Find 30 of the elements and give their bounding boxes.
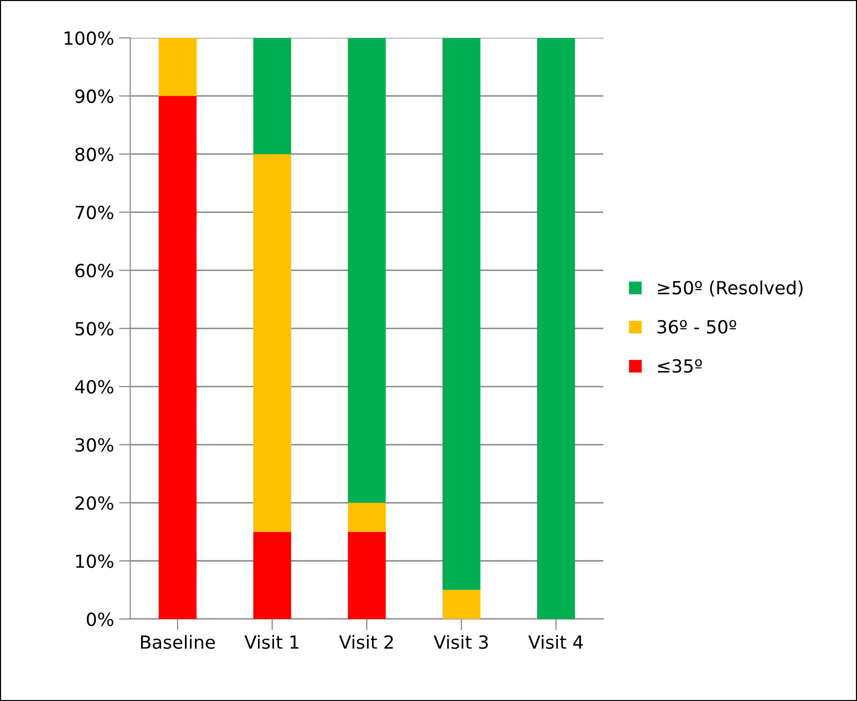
x-tick-label: Baseline — [141, 634, 215, 649]
x-tick-label: Visit 4 — [528, 634, 583, 649]
legend-label: ≥50º (Resolved) — [658, 280, 803, 297]
legend-label: 36º - 50º — [658, 320, 736, 334]
bar — [348, 38, 386, 503]
bar — [348, 532, 386, 619]
x-tick-label: Visit 1 — [244, 634, 298, 649]
x-tick-label: Visit 2 — [339, 634, 393, 649]
legend-label: ≤35º — [658, 359, 702, 373]
y-tick-label: 90% — [75, 89, 114, 104]
y-tick-label: 40% — [75, 380, 114, 394]
y-tick-label: 60% — [75, 264, 114, 278]
bar — [253, 154, 292, 532]
y-tick-label: 20% — [75, 496, 114, 510]
bar — [537, 38, 575, 619]
x-tick-label: Visit 3 — [434, 634, 488, 649]
bar — [253, 38, 292, 154]
y-tick-label: 30% — [76, 438, 114, 452]
y-tick-label: 50% — [76, 322, 114, 336]
bar — [442, 38, 480, 590]
y-tick-label: 70% — [76, 206, 114, 220]
y-tick-label: 0% — [86, 612, 114, 626]
y-tick-label: 10% — [76, 554, 114, 568]
bar — [158, 96, 196, 619]
bar — [253, 532, 292, 619]
bar — [348, 502, 386, 532]
bar — [442, 590, 480, 619]
y-tick-label: 100% — [64, 31, 114, 45]
y-tick-label: 80% — [75, 148, 114, 162]
bar — [158, 38, 196, 96]
